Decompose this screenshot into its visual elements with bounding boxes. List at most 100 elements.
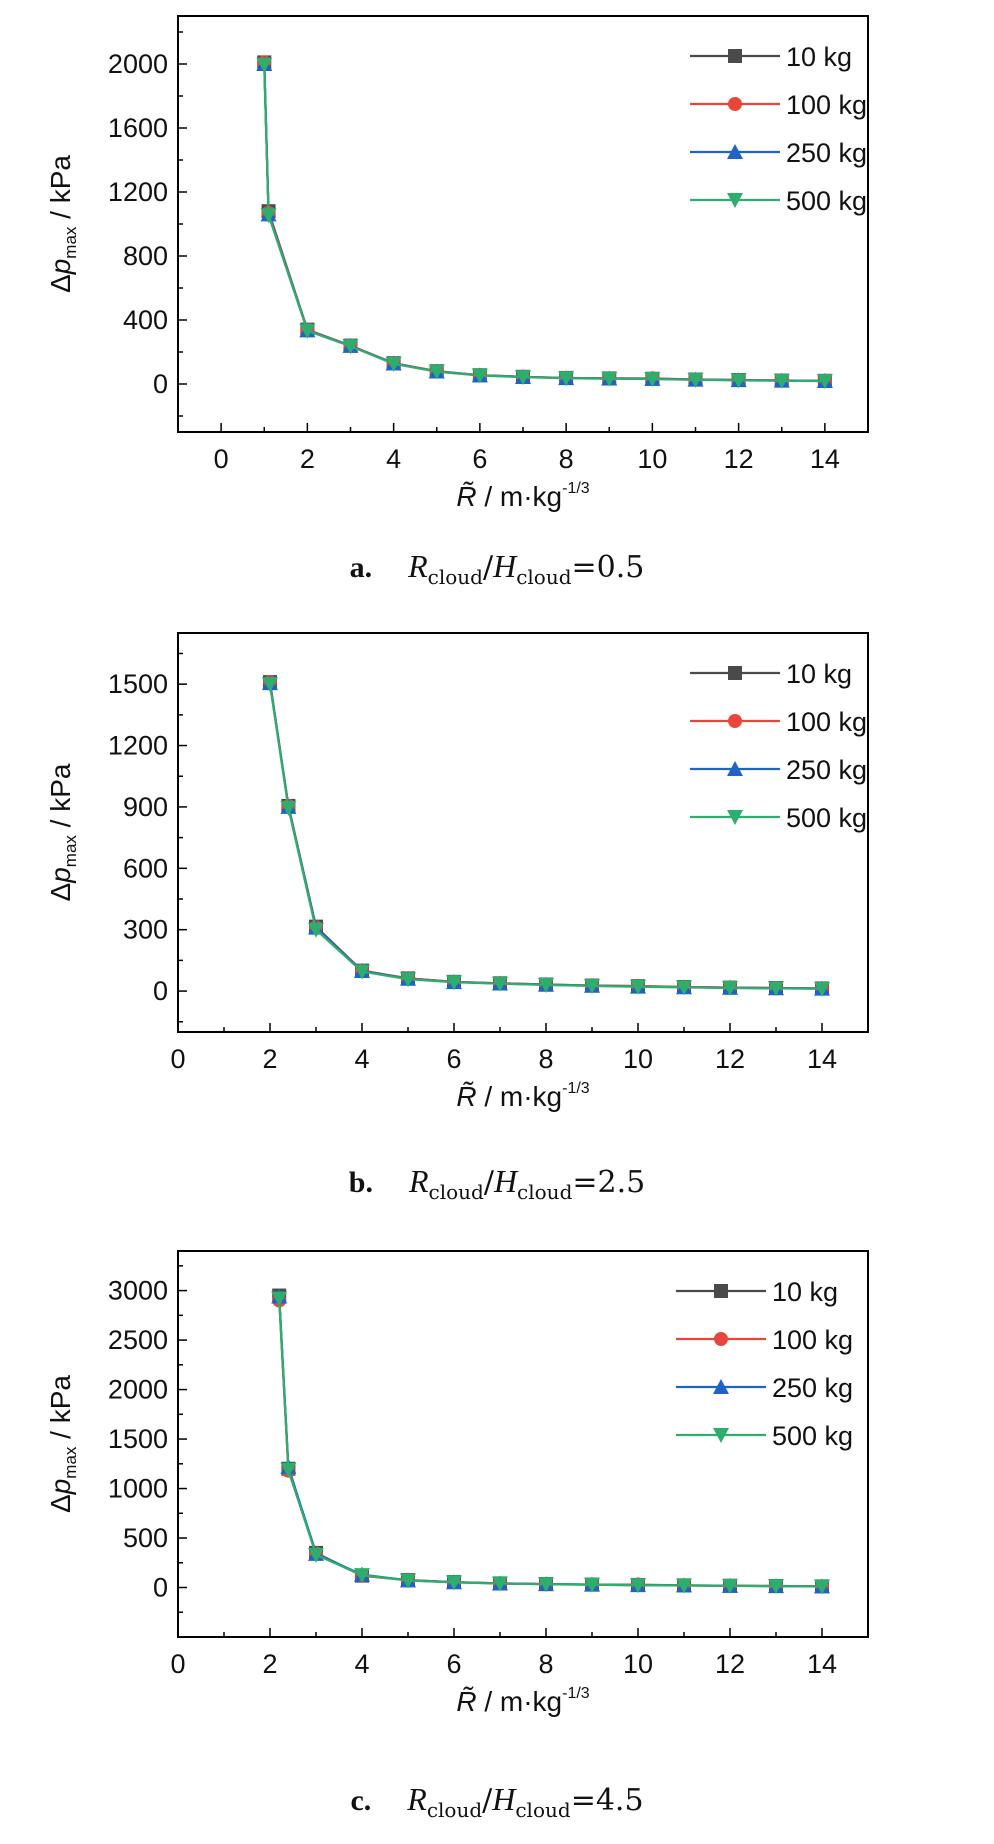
series-line <box>278 1298 823 1588</box>
legend-item: 10 kg <box>676 1277 838 1307</box>
legend-label: 250 kg <box>772 1373 853 1403</box>
legend-marker <box>727 810 743 825</box>
legend-marker <box>714 1332 728 1346</box>
plot-frame <box>177 632 869 1033</box>
series-line <box>268 681 823 990</box>
legend-label: 10 kg <box>786 659 852 689</box>
legend-item: 500 kg <box>676 1421 853 1451</box>
data-point <box>584 1577 600 1593</box>
data-point <box>538 1577 554 1593</box>
series-0 <box>257 55 832 388</box>
series-3 <box>262 677 830 997</box>
data-point <box>400 972 416 988</box>
legend-marker <box>713 1428 729 1443</box>
legend-item: 100 kg <box>690 707 867 737</box>
data-point <box>814 1579 830 1595</box>
series-line <box>263 62 825 382</box>
caption-ratio: 2.5 <box>597 1165 646 1200</box>
data-point <box>492 976 508 992</box>
y-tick-label: 1200 <box>108 731 168 761</box>
series-3 <box>271 1291 830 1595</box>
data-point <box>584 978 600 994</box>
series-2 <box>262 675 830 996</box>
legend-label: 100 kg <box>786 90 867 120</box>
series-line <box>268 681 823 990</box>
data-point <box>256 57 273 73</box>
data-point <box>773 373 790 389</box>
legend-item: 10 kg <box>690 659 852 689</box>
data-point <box>471 368 488 384</box>
data-point <box>676 1578 692 1594</box>
legend-item: 250 kg <box>676 1373 853 1403</box>
x-tick-label: 14 <box>807 1044 837 1074</box>
caption-b: b. Rcloud/Hcloud=2.5 <box>348 1163 646 1204</box>
x-tick-label: 0 <box>170 1044 185 1074</box>
legend-marker <box>727 761 743 776</box>
caption-label: c. <box>350 1784 372 1817</box>
chart-b: 0 2 4 6 8 10 12 14 0 300 600 900 1200 1500 Δpmax / kPa… <box>45 632 869 1112</box>
data-point <box>768 1579 784 1595</box>
data-point <box>280 1462 297 1478</box>
plot-frame <box>177 1250 869 1638</box>
legend-marker <box>728 49 742 63</box>
x-tick-label: 14 <box>807 1649 837 1679</box>
data-point <box>601 371 618 387</box>
data-point <box>768 981 784 997</box>
data-point <box>644 372 661 388</box>
y-tick-label: 1000 <box>108 1474 168 1504</box>
x-tick-label: 8 <box>538 1649 553 1679</box>
legend-item: 100 kg <box>690 90 867 120</box>
data-point <box>814 981 830 997</box>
data-point <box>446 975 462 991</box>
x-axis-title: R̃ / m·kg-1/3 <box>456 1685 589 1717</box>
x-tick-label: 12 <box>715 1649 745 1679</box>
series-line <box>263 64 825 383</box>
caption-label: a. <box>349 551 373 584</box>
legend-item: 10 kg <box>690 42 852 72</box>
caption-label: b. <box>348 1166 373 1199</box>
data-point <box>722 981 738 997</box>
data-point <box>676 980 692 996</box>
data-point <box>260 208 277 224</box>
legend-label: 500 kg <box>786 803 867 833</box>
data-point <box>558 371 575 387</box>
chart-c: 0 2 4 6 8 10 12 14 0 500 1000 1500 2000 2500 3000 Δpmax… <box>45 1250 869 1717</box>
series-1 <box>257 55 832 388</box>
y-tick-label: 800 <box>123 241 168 271</box>
y-tick-label: 0 <box>153 976 168 1006</box>
y-tick-label: 0 <box>153 369 168 399</box>
x-tick-label: 14 <box>810 444 840 474</box>
y-tick-label: 0 <box>153 1573 168 1603</box>
x-tick-label: 4 <box>354 1649 369 1679</box>
data-point <box>262 677 278 693</box>
legend-item: 250 kg <box>690 755 867 785</box>
data-point <box>722 1578 738 1594</box>
legend-marker <box>727 144 743 159</box>
y-tick-label: 600 <box>123 853 168 883</box>
caption-ratio: 0.5 <box>596 550 645 585</box>
data-point <box>538 977 554 993</box>
x-tick-label: 0 <box>170 1649 185 1679</box>
data-point <box>816 374 833 390</box>
x-tick-label: 0 <box>214 444 229 474</box>
y-tick-label: 1600 <box>108 113 168 143</box>
y-axis-title: Δpmax / kPa <box>45 763 80 901</box>
caption-c: c. Rcloud/Hcloud=4.5 <box>350 1781 644 1822</box>
y-tick-label: 1500 <box>108 1424 168 1454</box>
x-tick-label: 10 <box>623 1649 653 1679</box>
data-point <box>299 323 316 339</box>
legend-label: 250 kg <box>786 755 867 785</box>
x-tick-label: 8 <box>538 1044 553 1074</box>
x-tick-label: 6 <box>446 1044 461 1074</box>
legend-label: 10 kg <box>772 1277 838 1307</box>
chart-a: 0 2 4 6 8 10 12 14 0 400 800 1200 1600 2000 Δpmax / kP… <box>45 15 869 512</box>
legend-label: 100 kg <box>772 1325 853 1355</box>
x-tick-label: 12 <box>724 444 754 474</box>
data-point <box>400 1573 416 1589</box>
y-tick-label: 1200 <box>108 177 168 207</box>
legend-marker <box>714 1284 728 1298</box>
legend-label: 100 kg <box>786 707 867 737</box>
legend-marker <box>728 97 742 111</box>
legend-marker <box>728 714 742 728</box>
y-axis-title: Δpmax / kPa <box>45 155 80 293</box>
